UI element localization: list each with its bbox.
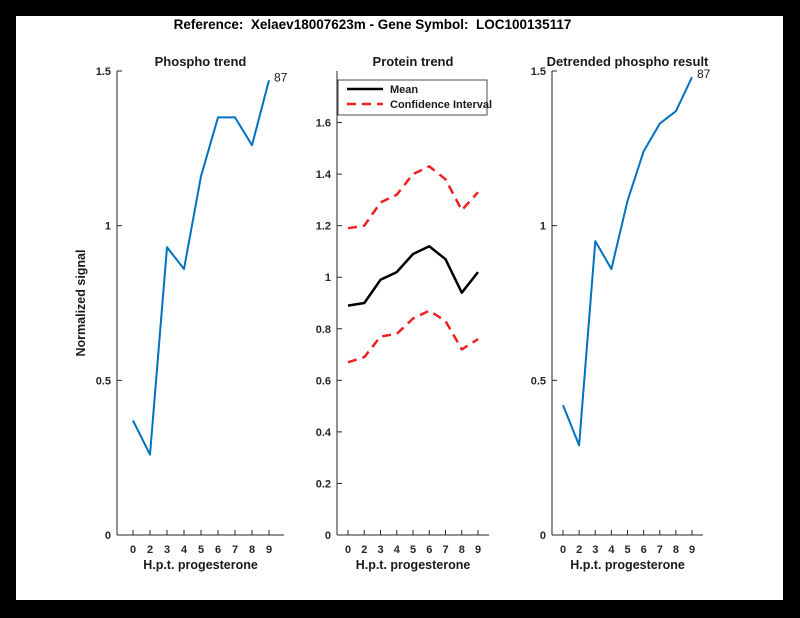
- x-tick-label: 2: [576, 544, 582, 556]
- subplot-title: Detrended phospho result: [547, 54, 709, 69]
- x-tick-label: 2: [361, 544, 367, 556]
- endpoint-annotation: 87: [697, 67, 711, 81]
- x-tick-label: 0: [560, 544, 566, 556]
- y-tick-label: 0.4: [316, 427, 332, 439]
- legend-label: Confidence Interval: [390, 99, 492, 111]
- x-tick-label: 6: [215, 544, 221, 556]
- y-tick-label: 1.5: [96, 66, 111, 78]
- y-tick-label: 1.6: [316, 118, 331, 130]
- x-tick-label: 4: [181, 544, 188, 556]
- y-tick-label: 0.5: [96, 375, 111, 387]
- x-tick-label: 2: [147, 544, 153, 556]
- series-detrended-phospho: [562, 76, 693, 447]
- x-tick-label: 7: [657, 544, 663, 556]
- x-tick-label: 0: [345, 544, 351, 556]
- x-tick-label: 5: [410, 544, 416, 556]
- y-tick-label: 1: [105, 221, 111, 233]
- x-tick-label: 8: [249, 544, 255, 556]
- y-tick-label: 1.2: [316, 221, 331, 233]
- series-confidence-upper: [347, 165, 479, 230]
- x-axis-label: H.p.t. progesterone: [570, 558, 685, 572]
- y-tick-label: 1: [325, 272, 331, 284]
- x-axis-label: H.p.t. progesterone: [143, 558, 258, 572]
- legend-box: [337, 79, 488, 116]
- subplot-title: Protein trend: [373, 54, 454, 69]
- figure-suptitle: Reference: Xelaev18007623m - Gene Symbol…: [173, 17, 572, 32]
- x-tick-label: 8: [673, 544, 679, 556]
- series-mean: [347, 245, 479, 307]
- legend-label: Mean: [390, 84, 418, 96]
- y-tick-label: 0.8: [316, 324, 331, 336]
- x-tick-label: 4: [394, 544, 401, 556]
- y-tick-label: 1.4: [316, 169, 332, 181]
- y-tick-label: 0: [325, 530, 331, 542]
- x-tick-label: 3: [592, 544, 598, 556]
- x-tick-label: 6: [641, 544, 647, 556]
- x-tick-label: 4: [608, 544, 615, 556]
- y-tick-label: 0: [540, 530, 546, 542]
- x-tick-label: 3: [164, 544, 170, 556]
- x-tick-label: 7: [442, 544, 448, 556]
- x-tick-label: 3: [377, 544, 383, 556]
- series-confidence-lower: [347, 309, 479, 364]
- y-tick-label: 0.5: [531, 375, 546, 387]
- series-phospho-signal: [132, 80, 270, 456]
- x-tick-label: 6: [426, 544, 432, 556]
- y-tick-label: 0: [105, 530, 111, 542]
- x-tick-label: 9: [689, 544, 695, 556]
- x-tick-label: 9: [475, 544, 481, 556]
- y-tick-label: 1.5: [531, 66, 546, 78]
- x-tick-label: 8: [459, 544, 465, 556]
- x-axis-label: H.p.t. progesterone: [356, 558, 471, 572]
- x-tick-label: 0: [130, 544, 136, 556]
- endpoint-annotation: 87: [274, 70, 288, 84]
- x-tick-label: 9: [266, 544, 272, 556]
- subplot-title: Phospho trend: [155, 54, 247, 69]
- y-tick-label: 1: [540, 221, 546, 233]
- x-tick-label: 5: [198, 544, 204, 556]
- x-tick-label: 7: [232, 544, 238, 556]
- y-tick-label: 0.6: [316, 375, 331, 387]
- y-axis-label: Normalized signal: [74, 250, 88, 357]
- x-tick-label: 5: [624, 544, 630, 556]
- y-tick-label: 0.2: [316, 478, 331, 490]
